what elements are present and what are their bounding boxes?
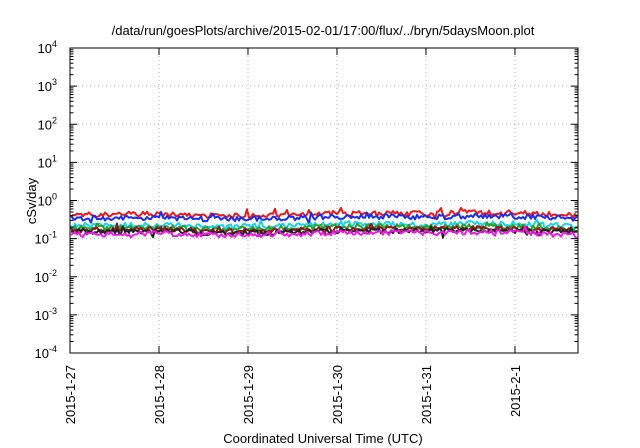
y-tick-label: 10-2 [35, 268, 57, 285]
series-line-3 [70, 219, 578, 232]
y-tick-label: 104 [38, 39, 57, 56]
x-tick-label: 2015-2-1 [508, 365, 523, 417]
y-tick-label: 101 [38, 153, 57, 170]
x-tick-label: 2015-1-31 [419, 365, 434, 424]
y-axis-label: cSv/day [24, 177, 39, 224]
chart-title: /data/run/goesPlots/archive/2015-02-01/1… [112, 23, 535, 38]
x-tick-label: 2015-1-29 [241, 365, 256, 424]
series-line-1 [70, 206, 578, 220]
grid-lines [69, 48, 578, 353]
x-tick-label: 2015-1-30 [330, 365, 345, 424]
y-tick-label: 102 [38, 115, 57, 132]
y-tick-label: 10-3 [35, 306, 57, 323]
y-tick-label: 10-1 [35, 230, 57, 247]
y-tick-label: 103 [38, 77, 57, 94]
series-line-7 [70, 225, 578, 240]
axis-ticks [69, 47, 578, 354]
x-tick-label: 2015-1-27 [63, 365, 78, 424]
series-lines [70, 206, 578, 240]
x-tick-label: 2015-1-28 [152, 365, 167, 424]
y-tick-label: 100 [38, 192, 57, 209]
y-tick-label: 10-4 [35, 344, 57, 361]
x-tick-labels: 2015-1-27 2015-1-28 2015-1-29 2015-1-30 2015… [63, 365, 523, 424]
series-line-6 [70, 225, 578, 239]
x-axis-label: Coordinated Universal Time (UTC) [223, 431, 422, 446]
series-line-2 [70, 210, 578, 225]
